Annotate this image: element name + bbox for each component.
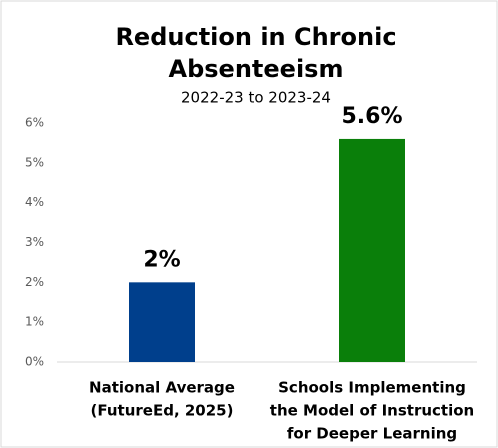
value-label: 5.6% [341, 104, 402, 129]
bar [339, 138, 405, 362]
y-tick-label: 6% [25, 116, 44, 130]
x-tick-label: Schools Implementing [278, 379, 466, 397]
chart-title: Reduction in Chronic [115, 23, 396, 51]
y-tick-label: 4% [25, 195, 44, 209]
y-tick-label: 3% [25, 235, 44, 249]
chart-title: Absenteeism [169, 55, 344, 83]
chart-subtitle: 2022-23 to 2023-24 [181, 89, 331, 107]
bar [129, 282, 195, 362]
y-tick-label: 0% [25, 355, 44, 369]
y-tick-label: 5% [25, 155, 44, 169]
x-tick-label: for Deeper Learning [287, 425, 457, 443]
value-label: 2% [143, 247, 180, 272]
y-tick-label: 1% [25, 315, 44, 329]
y-tick-label: 2% [25, 275, 44, 289]
x-tick-label: (FutureEd, 2025) [91, 402, 234, 420]
x-tick-label: National Average [89, 379, 235, 397]
x-tick-label: the Model of Instruction [270, 402, 474, 420]
